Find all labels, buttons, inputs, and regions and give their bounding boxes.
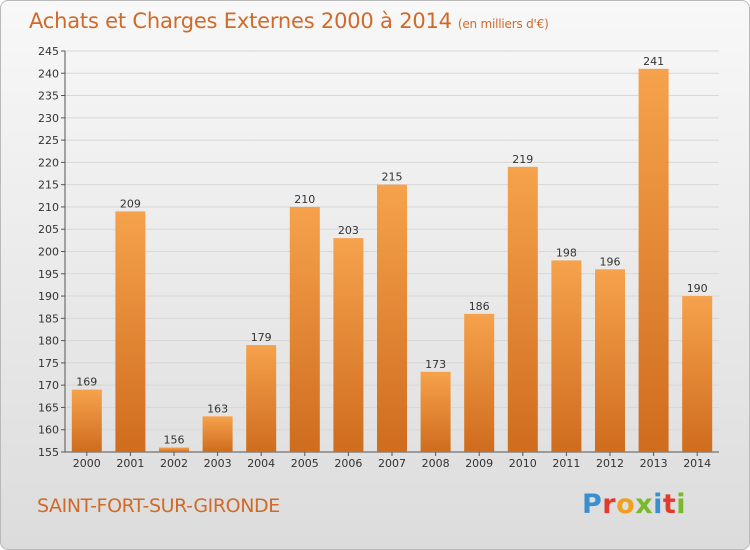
x-tick-label-2013: 2013 [640, 457, 668, 470]
data-label-2006: 203 [338, 224, 359, 237]
data-label-2014: 190 [687, 282, 708, 295]
logo-letter: t [662, 489, 677, 520]
bar-2006 [333, 238, 364, 452]
bar-2009 [464, 313, 495, 452]
data-label-2005: 210 [294, 193, 315, 206]
x-tick-label-2003: 2003 [204, 457, 232, 470]
logo-letter: o [616, 489, 636, 520]
y-tick-label: 245 [38, 45, 59, 58]
y-tick-label: 235 [38, 90, 59, 103]
chart-title: Achats et Charges Externes 2000 à 2014 (e… [29, 9, 549, 33]
x-tick-label-2007: 2007 [378, 457, 406, 470]
bar-2012 [595, 269, 625, 452]
bar-2007 [377, 184, 407, 452]
y-tick-label: 225 [38, 134, 59, 147]
x-tick-label-2008: 2008 [422, 457, 450, 470]
proxiti-logo: Proxiti [582, 489, 686, 520]
x-tick-label-2010: 2010 [509, 457, 537, 470]
x-tick-label-2005: 2005 [291, 457, 319, 470]
y-tick-label: 210 [38, 201, 59, 214]
data-label-2008: 173 [425, 358, 446, 371]
logo-letter: i [653, 489, 663, 520]
logo-letter: r [602, 489, 617, 520]
bar-2005 [289, 206, 320, 452]
data-label-2012: 196 [600, 255, 621, 268]
y-tick-label: 205 [38, 223, 59, 236]
logo-letter: P [582, 489, 603, 520]
y-tick-label: 220 [38, 156, 59, 169]
data-label-2013: 241 [643, 55, 664, 68]
data-label-2009: 186 [469, 300, 490, 313]
x-tick-label-2011: 2011 [552, 457, 580, 470]
x-tick-label-2006: 2006 [334, 457, 362, 470]
data-label-2001: 209 [120, 197, 141, 210]
bar-2008 [420, 371, 451, 452]
location-label: SAINT-FORT-SUR-GIRONDE [37, 495, 280, 517]
logo-letter: x [635, 489, 654, 520]
y-tick-label: 175 [38, 357, 59, 370]
y-tick-label: 195 [38, 268, 59, 281]
bar-2010 [507, 166, 538, 452]
bars [71, 68, 713, 453]
data-labels: 169 209 156 163 179 210 203 215 173 186 219 198 196 2… [76, 55, 707, 447]
bar-2003 [202, 416, 233, 452]
x-tick-label-2014: 2014 [683, 457, 711, 470]
y-tick-label: 185 [38, 312, 59, 325]
data-label-2010: 219 [512, 153, 533, 166]
x-tick-label-2009: 2009 [465, 457, 493, 470]
y-tick-label: 240 [38, 67, 59, 80]
y-tick-label: 165 [38, 401, 59, 414]
y-axis-ticks: 155 160 165 170 175 180 185 190 195 200 205 210 215 2… [38, 45, 59, 459]
data-label-2003: 163 [207, 402, 228, 415]
y-tick-label: 190 [38, 290, 59, 303]
data-label-2011: 198 [556, 246, 577, 259]
logo-letter: i [676, 489, 687, 520]
y-tick-label: 160 [38, 424, 59, 437]
bar-2014 [682, 296, 713, 452]
data-label-2004: 179 [251, 331, 272, 344]
x-tick-label-2002: 2002 [160, 457, 188, 470]
y-tick-label: 215 [38, 179, 59, 192]
data-label-2002: 156 [164, 434, 185, 447]
y-tick-label: 230 [38, 112, 59, 125]
chart-title-text: Achats et Charges Externes 2000 à 2014 [29, 9, 452, 33]
y-tick-label: 155 [38, 446, 59, 459]
y-tick-label: 180 [38, 335, 59, 348]
x-tick-label-2000: 2000 [73, 457, 101, 470]
bar-2000 [71, 389, 102, 452]
bar-2013 [638, 68, 669, 453]
bar-2001 [115, 211, 146, 452]
x-tick-label-2004: 2004 [247, 457, 275, 470]
bar-2004 [246, 345, 277, 452]
bar-2002 [159, 447, 189, 452]
x-tick-label-2001: 2001 [116, 457, 144, 470]
y-tick-label: 170 [38, 379, 59, 392]
x-tick-label-2012: 2012 [596, 457, 624, 470]
y-tick-label: 200 [38, 246, 59, 259]
x-axis-ticks: 2000 2001 2002 2003 2004 2005 2006 2007 2008 2009… [73, 457, 711, 470]
data-label-2007: 215 [382, 171, 403, 184]
bar-2011 [551, 260, 582, 452]
chart-subtitle: (en milliers d'€) [457, 17, 549, 31]
data-label-2000: 169 [76, 376, 97, 389]
